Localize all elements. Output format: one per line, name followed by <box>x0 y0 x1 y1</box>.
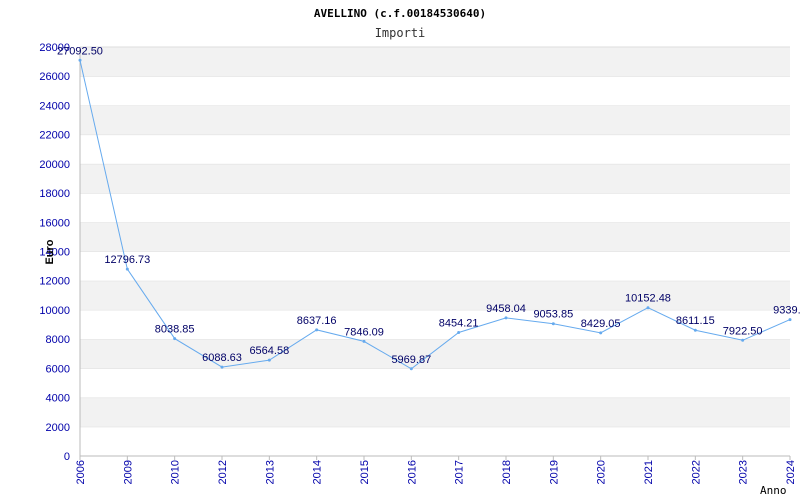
grid-band <box>80 251 790 281</box>
data-point <box>551 322 555 326</box>
data-label: 9458.04 <box>486 303 526 315</box>
y-tick-labels: 0 2000 4000 6000 8000 10000 12000 14000 16000 180… <box>39 42 70 463</box>
data-label: 7922.50 <box>723 325 763 337</box>
x-tick-label: 2014 <box>312 460 324 484</box>
data-label: 8637.16 <box>297 315 337 327</box>
data-label: 7846.09 <box>344 326 384 338</box>
y-tick-label: 20000 <box>39 159 70 171</box>
y-tick-label: 24000 <box>39 100 70 112</box>
y-axis-label: Euro <box>44 239 56 264</box>
series-group <box>78 58 792 371</box>
x-tick-label: 2023 <box>738 460 750 484</box>
data-point <box>220 365 224 369</box>
grid-bands <box>80 46 790 456</box>
grid-band <box>80 339 790 369</box>
x-tick-label: 2020 <box>596 460 608 484</box>
data-point <box>457 331 461 335</box>
y-tick-label: 12000 <box>39 276 70 288</box>
data-point <box>78 58 82 62</box>
data-point <box>315 328 319 332</box>
x-tick-labels: 2006 2009 2010 2012 2013 2014 2015 2016 2017 2018… <box>75 456 797 484</box>
grid-band <box>80 222 790 252</box>
y-tick-label: 6000 <box>46 363 70 375</box>
data-point <box>693 328 697 332</box>
x-tick-label: 2009 <box>122 460 134 484</box>
chart-title: AVELLINO (c.f.00184530640) <box>314 7 486 20</box>
data-label: 12796.73 <box>104 254 150 266</box>
y-tick-label: 10000 <box>39 305 70 317</box>
data-point <box>646 306 650 310</box>
x-tick-label: 2017 <box>454 460 466 484</box>
y-tick-label: 0 <box>64 451 70 463</box>
x-tick-label: 2019 <box>548 460 560 484</box>
data-point <box>125 267 129 271</box>
x-axis-label: Anno <box>760 484 787 497</box>
grid-band <box>80 76 790 106</box>
y-tick-label: 4000 <box>46 393 70 405</box>
grid-band <box>80 105 790 135</box>
x-tick-label: 2010 <box>170 460 182 484</box>
data-point <box>267 358 271 362</box>
x-tick-label: 2013 <box>264 460 276 484</box>
grid-band <box>80 426 790 456</box>
data-point <box>788 318 792 322</box>
series-line <box>79 60 791 370</box>
grid-band <box>80 47 790 77</box>
data-point <box>362 339 366 343</box>
x-tick-label: 2006 <box>75 460 87 484</box>
data-label: 27092.50 <box>57 45 103 57</box>
data-label: 10152.48 <box>625 293 671 305</box>
y-tick-label: 14000 <box>39 247 70 259</box>
data-label: 9339.5 <box>773 305 800 317</box>
y-tick-label: 18000 <box>39 188 70 200</box>
x-tick-label: 2018 <box>501 460 513 484</box>
y-tick-label: 22000 <box>39 130 70 142</box>
x-tick-label: 2024 <box>785 460 797 484</box>
x-tick-label: 2022 <box>690 460 702 484</box>
data-labels: 27092.50 12796.73 8038.85 6088.63 6564.58 863… <box>57 45 800 366</box>
y-tick-label: 2000 <box>46 422 70 434</box>
data-label: 9053.85 <box>533 309 573 321</box>
data-label: 8454.21 <box>439 318 479 330</box>
x-tick-label: 2015 <box>359 460 371 484</box>
data-label: 8038.85 <box>155 324 195 336</box>
x-tick-label: 2021 <box>643 460 655 484</box>
data-label: 6564.58 <box>249 345 289 357</box>
grid-band <box>80 397 790 427</box>
data-label: 5969.87 <box>391 354 431 366</box>
grid-band <box>80 280 790 310</box>
y-tick-label: 16000 <box>39 217 70 229</box>
y-tick-label: 28000 <box>39 42 70 54</box>
y-tick-label: 26000 <box>39 71 70 83</box>
x-tick-label: 2016 <box>406 460 418 484</box>
data-point <box>599 331 603 335</box>
chart-subtitle: Importi <box>375 26 426 40</box>
data-label: 8429.05 <box>581 318 621 330</box>
data-point <box>741 338 745 342</box>
data-point <box>504 316 508 320</box>
grid-band <box>80 134 790 164</box>
grid-band <box>80 163 790 194</box>
grid-band <box>80 368 790 398</box>
grid-band <box>80 309 790 340</box>
x-tick-label: 2012 <box>217 460 229 484</box>
data-label: 8611.15 <box>676 315 715 327</box>
y-tick-label: 8000 <box>46 334 70 346</box>
grid-band <box>80 193 790 223</box>
data-label: 6088.63 <box>202 352 242 364</box>
data-point <box>173 337 177 341</box>
data-point <box>409 367 413 371</box>
